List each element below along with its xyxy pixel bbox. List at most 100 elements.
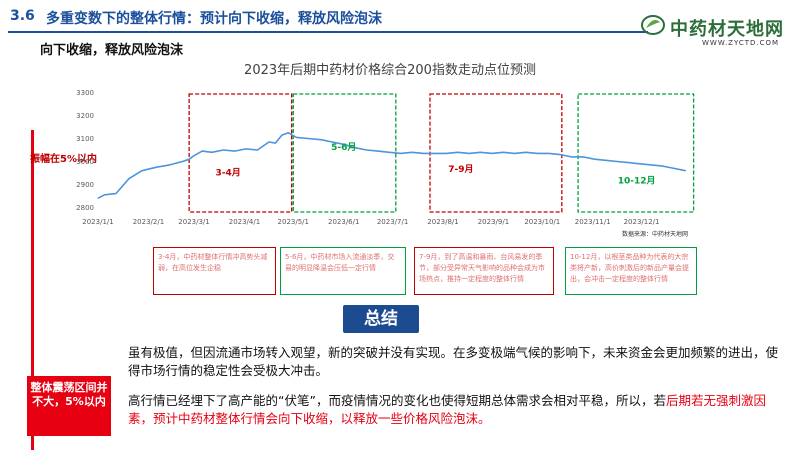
index-data-point <box>193 155 195 157</box>
index-data-point <box>234 150 236 152</box>
index-data-point <box>605 159 607 161</box>
page-subtitle: 向下收缩，释放风险泡沫 <box>40 43 184 58</box>
period-label: 10-12月 <box>618 175 656 186</box>
index-data-point <box>457 151 459 153</box>
period-box <box>292 93 397 213</box>
index-data-point <box>434 152 436 154</box>
x-tick-label: 2023/5/1 <box>278 218 309 226</box>
y-tick-label: 3000 <box>76 158 94 166</box>
section-number: 3.6 <box>10 8 35 24</box>
index-data-point <box>445 152 447 154</box>
index-data-point <box>593 158 595 160</box>
y-tick-label: 3200 <box>76 112 94 120</box>
index-data-point <box>211 151 213 153</box>
amplitude-note: 振幅在5%以内 <box>30 154 97 165</box>
x-tick-label: 2023/2/1 <box>133 218 164 226</box>
period-label: 3-4月 <box>216 167 241 178</box>
index-data-point <box>491 152 493 154</box>
x-tick-label: 2023/11/1 <box>575 218 611 226</box>
period-box <box>188 93 293 213</box>
index-data-point <box>685 170 686 172</box>
index-data-point <box>388 151 390 153</box>
note-may-jun: 5-6月，中药材市场入流通淡季，交易的明显降温会压低一定行情 <box>280 247 406 295</box>
index-data-point <box>245 148 247 150</box>
index-data-point <box>650 164 652 166</box>
paragraph-2-text: 高行情已经埋下了高产能的“伏笔”，而疫情情况的变化也使得短期总体需求会相对平稳，… <box>128 393 666 408</box>
index-data-point <box>423 152 424 154</box>
index-data-point <box>97 197 99 199</box>
header: 3.6 多重变数下的整体行情：预计向下收缩，释放风险泡沫 <box>0 0 800 36</box>
index-data-point <box>662 165 664 167</box>
y-tick-label: 2800 <box>76 204 94 212</box>
index-data-point <box>639 163 641 165</box>
index-data-point <box>141 170 143 172</box>
index-series-line <box>97 132 686 199</box>
index-data-point <box>536 152 538 154</box>
index-data-point <box>479 151 481 153</box>
logo-url: WWW.ZYCTD.COM <box>702 39 780 47</box>
index-data-point <box>201 150 203 152</box>
header-divider <box>8 31 648 33</box>
note-jul-sep: 7-9月，到了高温和暴雨、台风易发的季节，部分受异常天气影响的品种会成为市场热点… <box>414 247 554 295</box>
y-tick-label: 3100 <box>76 135 94 143</box>
index-data-point <box>128 178 130 180</box>
index-data-point <box>628 162 629 164</box>
index-data-point <box>287 132 289 134</box>
index-data-point <box>548 152 550 154</box>
index-data-point <box>268 141 270 143</box>
leaf-icon <box>641 15 665 35</box>
y-tick-label: 3300 <box>76 89 94 97</box>
note-oct-dec: 10-12月，以根茎类品种为代表的大宗类将产新，高价刺激后的新品产量会提出，会冲… <box>565 247 697 295</box>
index-data-point <box>525 151 527 153</box>
period-labels: 3-4月 5-6月 7-9月 10-12月 <box>216 142 656 186</box>
x-tick-label: 2023/6/1 <box>328 218 359 226</box>
x-tick-label: 2023/3/1 <box>178 218 209 226</box>
index-data-point <box>411 151 413 153</box>
x-tick-label: 2023/7/1 <box>377 218 408 226</box>
index-data-point <box>320 139 322 141</box>
x-tick-label: 2023/10/1 <box>524 218 560 226</box>
index-data-point <box>331 141 333 143</box>
period-box <box>577 93 695 213</box>
series-layer <box>97 132 686 199</box>
index-data-point <box>366 149 367 151</box>
section-title: 多重变数下的整体行情：预计向下收缩，释放风险泡沫 <box>46 11 382 27</box>
summary-paragraph-2: 高行情已经埋下了高产能的“伏笔”，而疫情情况的变化也使得短期总体需求会相对平稳，… <box>128 392 788 428</box>
brand-logo: 中药材天地网 WWW.ZYCTD.COM <box>640 12 790 52</box>
index-data-point <box>274 142 276 144</box>
index-data-point <box>115 193 117 195</box>
index-data-point <box>257 149 258 151</box>
summary-paragraph-1: 虽有极值，但因流通市场转入观望，新的突破并没有实现。在多变极端气候的影响下，未来… <box>128 345 779 378</box>
note-mar-apr: 3-4月，中药材整体行情冲高势头减弱，在高位发生企稳 <box>153 247 276 295</box>
index-data-point <box>188 158 190 160</box>
index-data-point <box>559 154 561 156</box>
summary-badge: 总结 <box>343 305 419 333</box>
index-data-point <box>571 156 573 158</box>
index-data-point <box>502 151 504 153</box>
y-axis: 2800 2900 3000 3100 3200 3300 <box>76 89 94 212</box>
index-line-chart: 2023年后期中药材价格综合200指数走动点位预测 2800 2900 3000 31… <box>76 62 695 238</box>
x-tick-label: 2023/12/1 <box>624 218 660 226</box>
accent-strip <box>31 130 34 450</box>
x-tick-label: 2023/9/1 <box>478 218 509 226</box>
index-data-point <box>222 149 224 151</box>
chart-title: 2023年后期中药材价格综合200指数走动点位预测 <box>244 62 536 78</box>
index-data-point <box>307 138 309 139</box>
x-tick-label: 2023/8/1 <box>427 218 458 226</box>
index-data-point <box>296 136 297 138</box>
index-data-point <box>673 167 675 169</box>
x-tick-label: 2023/1/1 <box>82 218 113 226</box>
index-data-point <box>156 166 158 168</box>
index-data-point <box>616 161 618 162</box>
index-data-point <box>104 194 105 196</box>
x-axis: 2023/1/1 2023/2/1 2023/3/1 2023/4/1 2023/5/1… <box>82 218 659 226</box>
index-data-point <box>354 147 356 149</box>
chart-source: 数据来源：中药材天地网 <box>622 230 688 238</box>
index-data-point <box>400 152 402 154</box>
index-data-point <box>281 134 283 136</box>
range-summary-box: 整体震荡区间并不大，5%以内 <box>27 376 111 436</box>
index-data-point <box>468 152 470 154</box>
index-data-point <box>182 161 184 162</box>
index-data-point <box>343 143 345 145</box>
